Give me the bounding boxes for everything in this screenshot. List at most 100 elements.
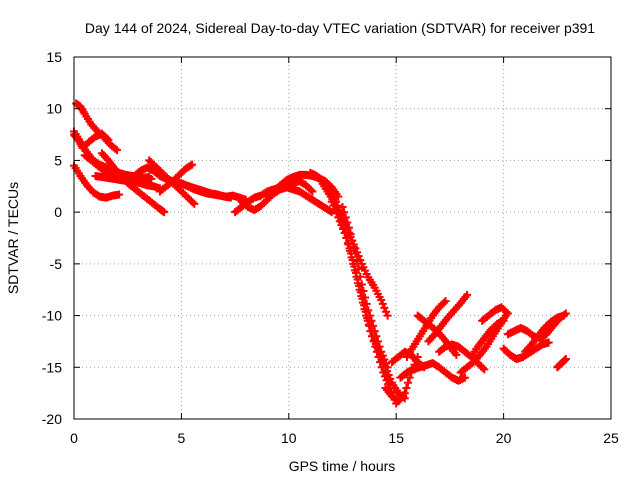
data-point <box>384 371 393 380</box>
y-tick-label: -10 <box>42 308 62 324</box>
y-tick-label: 0 <box>54 204 62 220</box>
data-point <box>327 197 336 206</box>
data-point <box>380 355 389 364</box>
data-point <box>499 316 508 325</box>
data-point <box>188 198 197 207</box>
data-point <box>379 368 388 377</box>
data-point <box>439 298 448 307</box>
data-point <box>441 297 450 306</box>
data-point <box>349 243 358 252</box>
series-arc-17 <box>327 197 401 408</box>
data-point <box>386 374 395 383</box>
data-point <box>381 307 390 316</box>
data-point <box>378 299 387 308</box>
x-tick-label: 5 <box>178 430 186 446</box>
data-point <box>352 248 361 257</box>
x-tick-label: 0 <box>70 430 78 446</box>
y-tick-labels: -20 -15 -10 -5 0 5 10 15 <box>42 49 62 427</box>
data-point <box>112 146 121 155</box>
data-point <box>375 342 384 351</box>
data-point <box>544 338 553 347</box>
data-point <box>341 213 350 222</box>
data-point <box>460 373 469 382</box>
data-point <box>350 262 359 271</box>
y-tick-label: 15 <box>46 49 62 65</box>
data-point <box>188 160 197 169</box>
data-point <box>342 234 351 242</box>
data-point <box>346 230 355 239</box>
data-point <box>365 311 374 320</box>
data-point <box>348 255 357 264</box>
data-point <box>335 217 344 226</box>
data-point <box>160 208 169 217</box>
data-point <box>340 228 349 237</box>
data-point <box>111 144 120 153</box>
series-arc-7 <box>91 171 164 193</box>
plot-frame <box>73 56 612 420</box>
data-point <box>463 290 472 299</box>
data-point <box>352 257 361 266</box>
series-arc-10 <box>155 160 197 196</box>
data-point <box>373 337 382 346</box>
data-point <box>380 372 389 381</box>
data-point <box>339 224 348 233</box>
data-points <box>70 99 570 408</box>
series-arc-31 <box>521 311 568 356</box>
data-point <box>332 209 341 218</box>
series-arc-23 <box>424 290 472 346</box>
data-point <box>369 321 378 330</box>
y-tick-label: -5 <box>50 256 63 272</box>
series-arc-9 <box>145 156 199 208</box>
data-point <box>351 249 360 258</box>
data-point <box>502 307 511 316</box>
data-point <box>383 363 392 372</box>
x-axis-label: GPS time / hours <box>289 458 396 474</box>
x-tick-label: 25 <box>603 430 619 446</box>
series-arc-21 <box>396 359 469 385</box>
series-arc-18 <box>338 202 392 372</box>
data-point <box>356 272 365 281</box>
data-point <box>478 363 487 372</box>
data-point <box>329 201 338 210</box>
data-point <box>480 365 489 374</box>
data-point <box>145 172 154 181</box>
data-point <box>345 244 354 253</box>
axis-ticks <box>73 56 612 420</box>
data-point <box>382 376 391 385</box>
data-point <box>343 218 352 227</box>
series-arc-2 <box>72 99 121 155</box>
data-point <box>376 358 385 367</box>
y-tick-label: 5 <box>54 152 62 168</box>
data-point <box>377 347 386 356</box>
y-axis-label: SDTVAR / TECUs <box>5 182 21 294</box>
y-tick-label: -15 <box>42 359 62 375</box>
data-point <box>362 299 371 308</box>
chart-title: Day 144 of 2024, Sidereal Day-to-day VTE… <box>85 20 595 36</box>
data-point <box>372 332 381 341</box>
data-point <box>344 223 353 232</box>
data-point <box>326 207 335 216</box>
series-arc-4 <box>70 161 124 202</box>
data-point <box>374 352 383 361</box>
data-point <box>452 350 461 359</box>
data-point <box>308 187 317 196</box>
data-point <box>364 306 373 315</box>
data-point <box>357 280 366 289</box>
data-point <box>559 311 568 320</box>
data-point <box>190 199 199 208</box>
data-point <box>330 205 339 214</box>
data-point <box>340 208 349 217</box>
data-point <box>405 373 414 382</box>
data-point <box>306 185 315 194</box>
data-point <box>334 213 343 222</box>
data-point <box>370 327 379 336</box>
y-tick-label: -20 <box>42 411 62 427</box>
series-arc-27 <box>467 316 508 361</box>
data-point <box>354 265 363 274</box>
series-arc-32 <box>553 355 570 372</box>
data-point <box>561 355 570 364</box>
data-point <box>560 356 569 365</box>
data-point <box>400 389 409 398</box>
data-point <box>361 293 370 302</box>
